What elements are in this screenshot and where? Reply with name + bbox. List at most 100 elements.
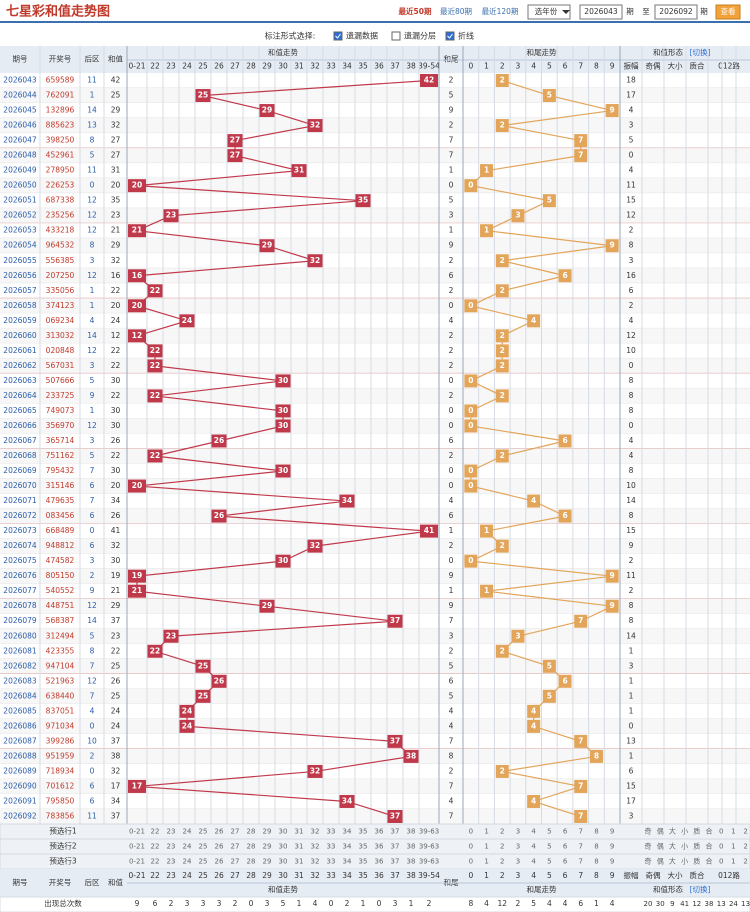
preselect-digit[interactable]: 0 [469, 828, 473, 836]
preselect-form[interactable]: 1 [731, 828, 735, 836]
preselect-bin[interactable]: 31 [295, 828, 304, 836]
preselect-bin[interactable]: 22 [151, 828, 160, 836]
preselect-form[interactable]: 偶 [657, 827, 664, 836]
year-select[interactable] [527, 4, 571, 20]
preselect-digit[interactable]: 3 [516, 858, 520, 866]
checkbox[interactable] [391, 31, 401, 41]
checkbox[interactable] [333, 31, 343, 41]
preselect-bin[interactable]: 28 [247, 858, 256, 866]
preselect-bin[interactable]: 32 [311, 858, 320, 866]
preselect-form[interactable]: 小 [681, 857, 688, 866]
preselect-form[interactable]: 0 [719, 843, 723, 851]
preselect-bin[interactable]: 0-21 [129, 843, 145, 851]
preselect-digit[interactable]: 1 [484, 843, 488, 851]
preselect-form[interactable]: 质 [693, 827, 700, 836]
preselect-form[interactable]: 2 [743, 828, 747, 836]
preselect-bin[interactable]: 35 [359, 858, 368, 866]
preselect-bin[interactable]: 36 [375, 828, 384, 836]
preselect-form[interactable]: 大 [669, 827, 676, 836]
preselect-digit[interactable]: 3 [516, 828, 520, 836]
preselect-form[interactable]: 小 [681, 842, 688, 851]
option-label[interactable]: 遗漏分层 [404, 31, 436, 41]
preselect-bin[interactable]: 22 [151, 843, 160, 851]
preselect-digit[interactable]: 2 [500, 858, 504, 866]
preselect-digit[interactable]: 8 [594, 828, 598, 836]
preselect-bin[interactable]: 24 [183, 858, 192, 866]
preselect-bin[interactable]: 33 [327, 828, 336, 836]
preselect-bin[interactable]: 29 [263, 858, 272, 866]
preselect-bin[interactable]: 25 [199, 858, 208, 866]
preselect-form[interactable]: 奇 [645, 842, 652, 851]
view-button[interactable] [715, 4, 741, 20]
preselect-digit[interactable]: 5 [547, 828, 551, 836]
preselect-digit[interactable]: 7 [579, 843, 583, 851]
period-link[interactable]: 最近120期 [482, 6, 519, 16]
preselect-bin[interactable]: 30 [279, 828, 288, 836]
preselect-bin[interactable]: 0-21 [129, 828, 145, 836]
preselect-bin[interactable]: 36 [375, 858, 384, 866]
preselect-bin[interactable]: 22 [151, 858, 160, 866]
preselect-bin[interactable]: 37 [391, 858, 400, 866]
preselect-bin[interactable]: 30 [279, 858, 288, 866]
preselect-bin[interactable]: 35 [359, 828, 368, 836]
preselect-bin[interactable]: 38 [407, 858, 416, 866]
preselect-form[interactable]: 2 [743, 843, 747, 851]
preselect-digit[interactable]: 9 [610, 843, 614, 851]
preselect-bin[interactable]: 34 [343, 843, 352, 851]
preselect-bin[interactable]: 37 [391, 843, 400, 851]
preselect-form[interactable]: 合 [706, 857, 713, 866]
preselect-digit[interactable]: 4 [531, 843, 536, 851]
checkbox[interactable] [445, 31, 455, 41]
preselect-form[interactable]: 奇 [645, 827, 652, 836]
preselect-bin[interactable]: 34 [343, 828, 352, 836]
preselect-form[interactable]: 0 [719, 828, 723, 836]
preselect-bin[interactable]: 39-63 [419, 843, 439, 851]
preselect-bin[interactable]: 24 [183, 828, 192, 836]
preselect-bin[interactable]: 32 [311, 828, 320, 836]
preselect-form[interactable]: 2 [743, 858, 747, 866]
preselect-form[interactable]: 0 [719, 858, 723, 866]
preselect-bin[interactable]: 32 [311, 843, 320, 851]
preselect-bin[interactable]: 27 [231, 828, 240, 836]
preselect-form[interactable]: 质 [693, 857, 700, 866]
preselect-form[interactable]: 奇 [645, 857, 652, 866]
preselect-digit[interactable]: 9 [610, 858, 614, 866]
preselect-bin[interactable]: 39-63 [419, 828, 439, 836]
preselect-bin[interactable]: 26 [215, 858, 224, 866]
preselect-bin[interactable]: 27 [231, 843, 240, 851]
option-label[interactable]: 折线 [458, 31, 474, 41]
to-input[interactable] [654, 4, 698, 20]
preselect-digit[interactable]: 4 [531, 828, 536, 836]
preselect-form[interactable]: 质 [693, 842, 700, 851]
preselect-bin[interactable]: 0-21 [129, 858, 145, 866]
preselect-digit[interactable]: 6 [563, 828, 568, 836]
preselect-digit[interactable]: 7 [579, 858, 583, 866]
preselect-bin[interactable]: 33 [327, 858, 336, 866]
preselect-digit[interactable]: 2 [500, 843, 504, 851]
preselect-digit[interactable]: 2 [500, 828, 504, 836]
preselect-digit[interactable]: 0 [469, 858, 473, 866]
option-label[interactable]: 遗漏数据 [346, 31, 378, 41]
preselect-bin[interactable]: 31 [295, 843, 304, 851]
switch-link[interactable]: [切换] [690, 884, 711, 894]
preselect-bin[interactable]: 35 [359, 843, 368, 851]
preselect-bin[interactable]: 36 [375, 843, 384, 851]
period-link[interactable]: 最近50期 [399, 6, 432, 16]
preselect-digit[interactable]: 0 [469, 843, 473, 851]
preselect-bin[interactable]: 33 [327, 843, 336, 851]
preselect-digit[interactable]: 1 [484, 828, 488, 836]
preselect-bin[interactable]: 34 [343, 858, 352, 866]
preselect-bin[interactable]: 26 [215, 843, 224, 851]
preselect-bin[interactable]: 29 [263, 843, 272, 851]
preselect-bin[interactable]: 24 [183, 843, 192, 851]
preselect-digit[interactable]: 5 [547, 858, 551, 866]
preselect-form[interactable]: 大 [669, 842, 676, 851]
preselect-bin[interactable]: 25 [199, 828, 208, 836]
preselect-form[interactable]: 偶 [657, 857, 664, 866]
preselect-bin[interactable]: 31 [295, 858, 304, 866]
preselect-bin[interactable]: 39-63 [419, 858, 439, 866]
preselect-bin[interactable]: 23 [167, 828, 176, 836]
preselect-digit[interactable]: 5 [547, 843, 551, 851]
preselect-digit[interactable]: 6 [563, 858, 568, 866]
preselect-digit[interactable]: 1 [484, 858, 488, 866]
